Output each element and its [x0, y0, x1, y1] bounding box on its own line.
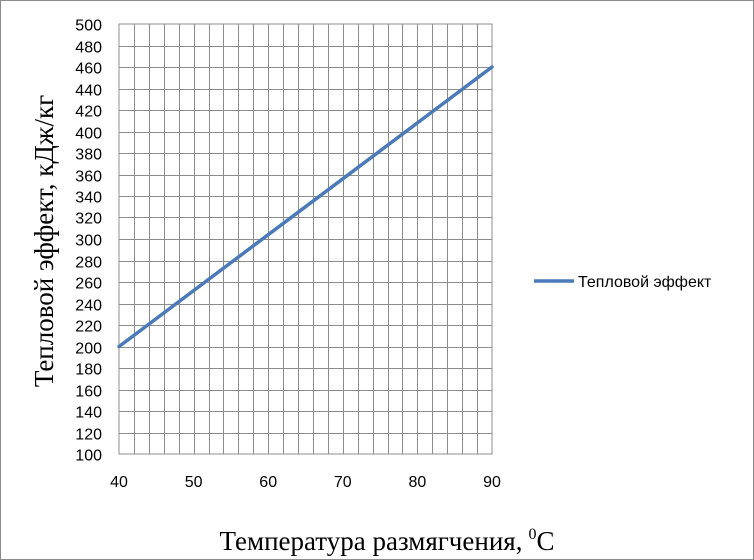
y-tick-label: 240 [75, 298, 102, 315]
legend-label: Тепловой эффект [578, 274, 712, 291]
x-tick-label: 90 [483, 474, 501, 491]
series-line [117, 65, 494, 349]
y-tick-label: 360 [75, 169, 102, 186]
y-tick-label: 280 [75, 255, 102, 272]
x-axis-title: Температура размягчения, 0С [220, 526, 555, 556]
y-tick-label: 500 [75, 18, 102, 35]
plot-area-frame [118, 23, 493, 455]
y-tick-label: 140 [75, 405, 102, 422]
y-tick-label: 300 [75, 233, 102, 250]
x-tick-label: 40 [110, 474, 128, 491]
y-tick-label: 160 [75, 384, 102, 401]
y-tick-label: 220 [75, 319, 102, 336]
x-tick-label: 60 [259, 474, 277, 491]
y-tick-label: 100 [75, 448, 102, 465]
y-tick-label: 200 [75, 341, 102, 358]
x-axis-tick-labels: 40 50 60 70 80 90 [110, 474, 501, 491]
series-layer [117, 65, 494, 349]
y-tick-label: 320 [75, 211, 102, 228]
horizontal-gridlines [119, 46, 492, 434]
x-axis-unit: С [536, 526, 554, 556]
y-axis-tick-labels: 100 120 140 160 180 200 220 240 260 280 300 320 340 3… [75, 18, 102, 465]
y-tick-label: 340 [75, 190, 102, 207]
y-tick-label: 380 [75, 147, 102, 164]
x-axis-title-text: Температура размягчения, [220, 526, 523, 556]
y-tick-label: 480 [75, 40, 102, 57]
y-tick-label: 420 [75, 104, 102, 121]
x-tick-label: 80 [409, 474, 427, 491]
y-tick-label: 440 [75, 83, 102, 100]
y-tick-label: 260 [75, 276, 102, 293]
y-axis-title: Тепловой эффект, кДж/кг [29, 95, 59, 387]
legend: Тепловой эффект [534, 274, 712, 291]
y-tick-label: 460 [75, 61, 102, 78]
x-tick-label: 50 [185, 474, 203, 491]
y-tick-label: 180 [75, 362, 102, 379]
y-tick-label: 400 [75, 126, 102, 143]
y-tick-label: 120 [75, 427, 102, 444]
x-tick-label: 70 [334, 474, 352, 491]
x-axis-unit-superscript: 0 [528, 526, 536, 543]
